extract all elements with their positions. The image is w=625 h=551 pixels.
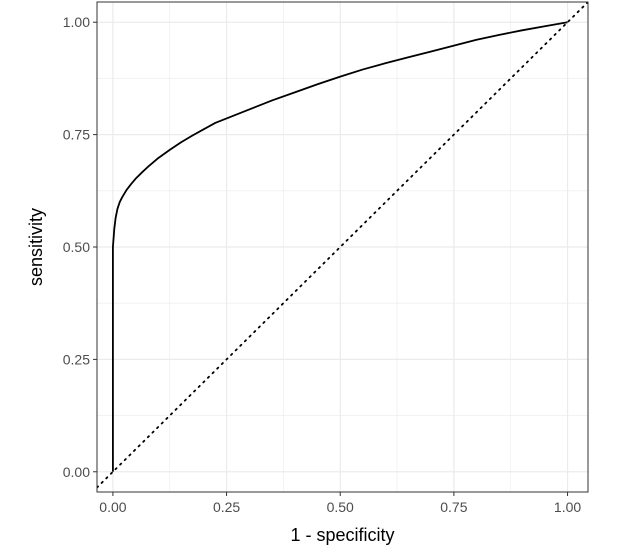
y-axis-title: sensitivity: [26, 208, 46, 286]
y-tick-label-0: 0.00: [63, 464, 90, 480]
x-tick-label-3: 0.75: [440, 499, 467, 515]
x-tick-label-2: 0.50: [327, 499, 354, 515]
x-tick-label-4: 1.00: [554, 499, 581, 515]
y-tick-label-1: 0.25: [63, 351, 90, 367]
roc-curve-line: [112, 21, 568, 472]
x-axis-title: 1 - specificity: [290, 525, 394, 545]
y-tick-label-3: 0.75: [63, 127, 90, 143]
y-tick-label-2: 0.50: [63, 239, 90, 255]
y-tick-label-4: 1.00: [63, 14, 90, 30]
x-tick-label-1: 0.25: [213, 499, 240, 515]
axis-ticks: 0.00 0.25 0.50 0.75 1.00 0.00 0.25 0.50 0.75 1.00: [63, 14, 582, 515]
major-grid: [97, 2, 588, 492]
series-layer: [97, 2, 588, 489]
reference-diagonal-line: [97, 2, 588, 489]
x-tick-label-0: 0.00: [99, 499, 126, 515]
